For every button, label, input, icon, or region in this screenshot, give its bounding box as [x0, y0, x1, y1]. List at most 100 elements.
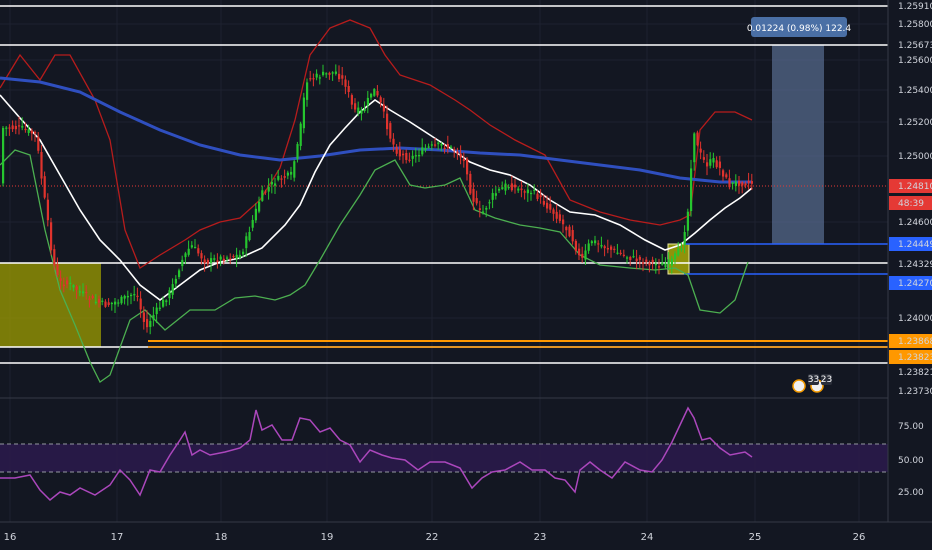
candle[interactable]: [446, 135, 449, 154]
candle[interactable]: [728, 169, 731, 190]
candle[interactable]: [546, 195, 549, 213]
candle[interactable]: [741, 181, 744, 194]
candle[interactable]: [734, 174, 737, 192]
candle[interactable]: [610, 244, 613, 258]
candle[interactable]: [603, 244, 606, 257]
candle[interactable]: [606, 239, 609, 254]
candle[interactable]: [485, 205, 488, 218]
candle[interactable]: [549, 196, 552, 214]
rsi-axis[interactable]: 75.00 50.00 25.00: [898, 422, 924, 498]
candle[interactable]: [184, 251, 187, 265]
time-axis[interactable]: 16 17 18 19 22 23 24 25 26: [4, 532, 866, 543]
candle[interactable]: [110, 301, 113, 311]
candle[interactable]: [117, 299, 120, 307]
candle[interactable]: [389, 121, 392, 143]
candle[interactable]: [613, 246, 616, 253]
candle[interactable]: [114, 297, 117, 313]
candle[interactable]: [507, 184, 510, 190]
candle[interactable]: [478, 200, 481, 218]
candle[interactable]: [130, 292, 133, 305]
candle[interactable]: [616, 243, 619, 255]
candle[interactable]: [293, 159, 296, 182]
candle[interactable]: [50, 217, 53, 256]
candle[interactable]: [357, 101, 360, 117]
candle[interactable]: [315, 69, 318, 81]
candle[interactable]: [469, 170, 472, 196]
candle[interactable]: [187, 240, 190, 257]
candle[interactable]: [158, 301, 161, 311]
candle[interactable]: [98, 295, 101, 308]
candle[interactable]: [475, 190, 478, 206]
candle[interactable]: [539, 189, 542, 204]
candlesticks[interactable]: [2, 64, 753, 335]
candle[interactable]: [472, 182, 475, 211]
candle[interactable]: [552, 207, 555, 222]
candle[interactable]: [341, 66, 344, 86]
candle[interactable]: [88, 295, 91, 308]
candle[interactable]: [510, 175, 513, 192]
candle[interactable]: [594, 235, 597, 246]
candle[interactable]: [174, 275, 177, 288]
candle[interactable]: [587, 239, 590, 254]
candle[interactable]: [574, 239, 577, 255]
candle[interactable]: [126, 290, 129, 306]
candle[interactable]: [139, 291, 142, 318]
candle[interactable]: [258, 196, 261, 214]
candle[interactable]: [581, 246, 584, 263]
candle[interactable]: [370, 92, 373, 100]
candle[interactable]: [466, 156, 469, 181]
candle[interactable]: [72, 284, 75, 292]
candle[interactable]: [622, 249, 625, 258]
candle[interactable]: [194, 239, 197, 249]
candle[interactable]: [302, 92, 305, 134]
rsi-line[interactable]: [0, 406, 753, 502]
candle[interactable]: [661, 253, 664, 266]
candle[interactable]: [347, 80, 350, 98]
candle[interactable]: [597, 240, 600, 253]
candle[interactable]: [91, 294, 94, 300]
candle[interactable]: [66, 276, 69, 289]
candle[interactable]: [386, 105, 389, 136]
candle[interactable]: [568, 224, 571, 238]
candle[interactable]: [402, 150, 405, 164]
candle[interactable]: [270, 174, 273, 194]
candle[interactable]: [514, 178, 517, 194]
candle[interactable]: [331, 71, 334, 81]
candle[interactable]: [501, 181, 504, 191]
candle[interactable]: [686, 208, 689, 237]
candle[interactable]: [366, 90, 369, 114]
candle[interactable]: [683, 225, 686, 254]
candle[interactable]: [578, 243, 581, 261]
candle[interactable]: [722, 168, 725, 182]
candle[interactable]: [43, 171, 46, 200]
candle[interactable]: [373, 87, 376, 97]
candle[interactable]: [635, 249, 638, 270]
moving-average-fast[interactable]: [0, 94, 753, 301]
candle[interactable]: [62, 277, 65, 293]
candle[interactable]: [171, 278, 174, 300]
candle[interactable]: [430, 141, 433, 151]
candle[interactable]: [181, 255, 184, 272]
candle[interactable]: [494, 186, 497, 200]
candle[interactable]: [11, 120, 14, 132]
candle[interactable]: [443, 143, 446, 154]
candle[interactable]: [101, 297, 104, 306]
candle[interactable]: [699, 141, 702, 160]
candle[interactable]: [162, 296, 165, 308]
candle[interactable]: [338, 65, 341, 82]
candle[interactable]: [280, 175, 283, 188]
candle[interactable]: [238, 250, 241, 260]
candle[interactable]: [744, 181, 747, 189]
candle[interactable]: [190, 241, 193, 249]
candle[interactable]: [254, 203, 257, 224]
candle[interactable]: [344, 75, 347, 95]
candle[interactable]: [155, 302, 158, 324]
candle[interactable]: [520, 181, 523, 198]
candle[interactable]: [2, 126, 5, 187]
candle[interactable]: [747, 172, 750, 190]
candle[interactable]: [34, 130, 37, 142]
candle[interactable]: [517, 186, 520, 194]
candle[interactable]: [523, 189, 526, 200]
candle[interactable]: [488, 199, 491, 210]
